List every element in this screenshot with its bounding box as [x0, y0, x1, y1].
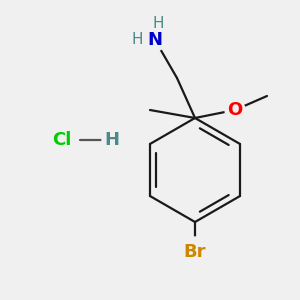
Circle shape	[144, 29, 166, 51]
Text: Br: Br	[184, 243, 206, 261]
Text: O: O	[227, 101, 243, 119]
Text: H: H	[131, 32, 143, 47]
Circle shape	[182, 237, 208, 263]
Circle shape	[50, 128, 74, 152]
Circle shape	[102, 130, 122, 150]
Text: Cl: Cl	[52, 131, 72, 149]
Text: H: H	[152, 16, 164, 32]
Text: H: H	[104, 131, 119, 149]
Circle shape	[225, 100, 245, 120]
Text: N: N	[148, 31, 163, 49]
